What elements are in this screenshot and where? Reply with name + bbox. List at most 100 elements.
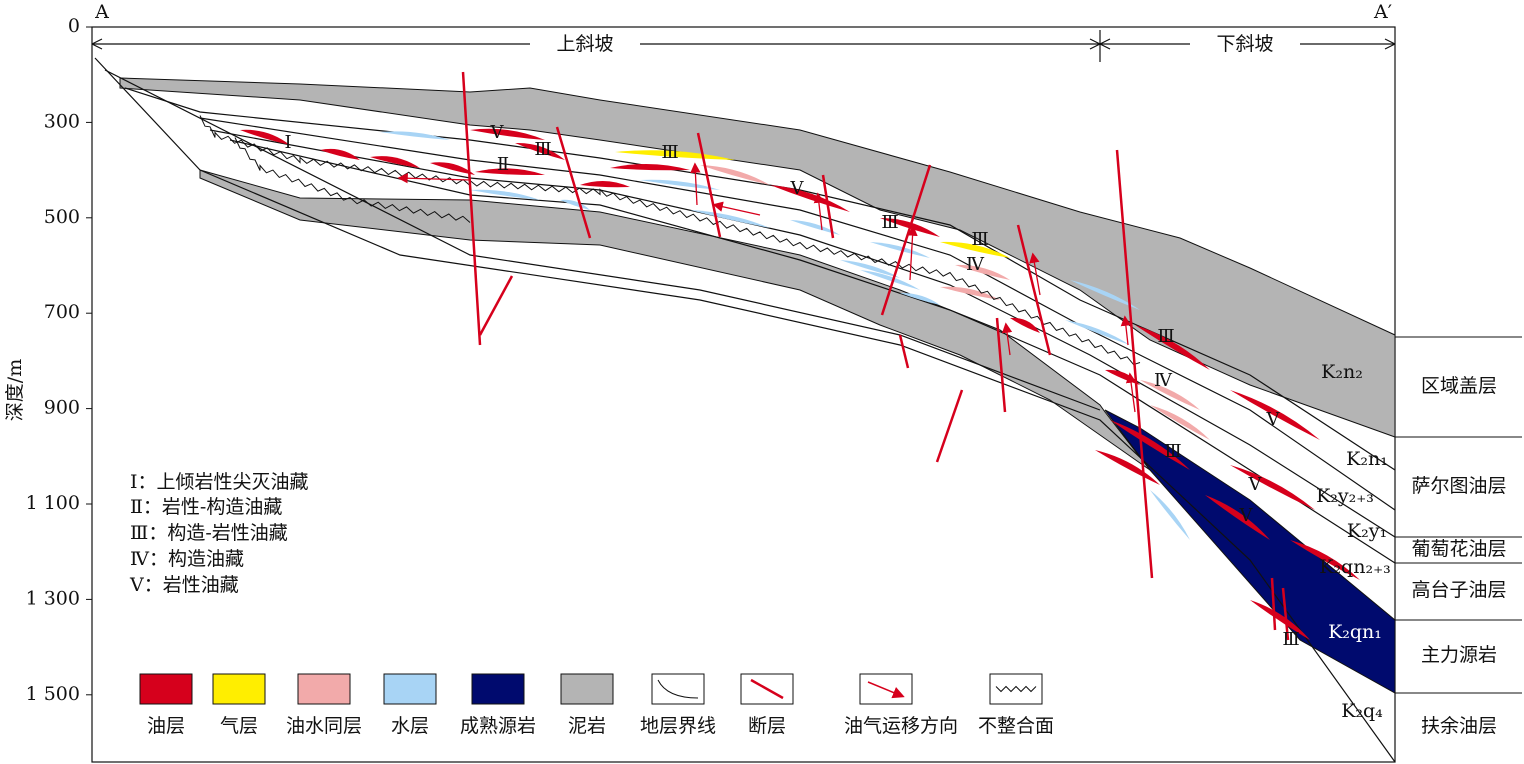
lens bbox=[1250, 600, 1310, 640]
lens bbox=[320, 148, 360, 160]
lens bbox=[955, 264, 1010, 280]
lens bbox=[1065, 320, 1130, 345]
reservoir-label: Ⅳ bbox=[966, 254, 985, 275]
legend-label: 断层 bbox=[748, 715, 786, 737]
tick-label: 1 100 bbox=[26, 492, 80, 514]
reservoir-label: Ⅲ bbox=[971, 229, 988, 250]
legend-label: 油气运移方向 bbox=[844, 715, 958, 737]
legend-label: 水层 bbox=[391, 715, 429, 737]
lens bbox=[690, 210, 770, 228]
formation-label: K₂y₁ bbox=[1347, 520, 1387, 542]
lens bbox=[640, 179, 720, 190]
migration-arrows bbox=[397, 162, 1137, 413]
zone-label: 萨尔图油层 bbox=[1411, 475, 1506, 497]
reservoir-label: Ⅱ bbox=[497, 154, 509, 175]
key-item: Ⅴ：岩性油藏 bbox=[129, 574, 239, 596]
unconformity bbox=[199, 115, 1141, 366]
lens bbox=[380, 131, 450, 140]
legend-label: 地层界线 bbox=[640, 715, 716, 737]
reservoir-label: Ⅴ bbox=[790, 178, 805, 199]
lens bbox=[870, 242, 930, 258]
formation-label: K₂n₁ bbox=[1346, 448, 1388, 470]
lens bbox=[560, 199, 590, 210]
zone-labels: 区域盖层 萨尔图油层 葡萄花油层 高台子油层 主力源岩 扶余油层 bbox=[1411, 375, 1506, 737]
formation-label: K₂q₄ bbox=[1341, 700, 1383, 722]
legend-swatch bbox=[139, 673, 193, 705]
lens bbox=[610, 163, 690, 171]
legend-symbol bbox=[657, 679, 699, 699]
legend-swatch bbox=[297, 673, 351, 705]
legend-swatch bbox=[471, 673, 525, 705]
reservoir-label: Ⅳ bbox=[1154, 370, 1173, 391]
tick-label: 300 bbox=[44, 110, 80, 132]
reservoir-label: Ⅲ bbox=[1282, 629, 1299, 650]
section-end: A bbox=[94, 1, 109, 23]
lens bbox=[1205, 495, 1270, 540]
reservoir-label: Ⅴ bbox=[1248, 474, 1263, 495]
tick-label: 1 500 bbox=[26, 683, 80, 705]
axis-label: 深度/m bbox=[4, 359, 26, 421]
tick-label: 1 300 bbox=[26, 587, 80, 609]
reservoir-label: Ⅲ bbox=[881, 212, 898, 233]
lens bbox=[940, 286, 1000, 300]
formation-label: K₂n₂ bbox=[1321, 361, 1363, 383]
header-gap bbox=[1190, 32, 1300, 56]
legend-swatch bbox=[212, 673, 266, 705]
lens bbox=[580, 180, 630, 188]
lens bbox=[940, 241, 1010, 258]
zone-label: 高台子油层 bbox=[1411, 579, 1506, 601]
zone-label: 扶余油层 bbox=[1421, 715, 1497, 737]
lens bbox=[1230, 390, 1320, 440]
legend-label: 油层 bbox=[147, 715, 185, 737]
reservoir-label: Ⅲ bbox=[1157, 326, 1174, 347]
lens bbox=[475, 168, 545, 176]
lens bbox=[1110, 420, 1190, 470]
legend-label: 泥岩 bbox=[568, 715, 606, 737]
legend-symbol bbox=[750, 678, 784, 700]
lens bbox=[700, 165, 770, 185]
tick-label: 700 bbox=[44, 301, 80, 323]
zone-label: 区域盖层 bbox=[1421, 375, 1497, 397]
tick-label: 500 bbox=[44, 206, 80, 228]
tick-label: 0 bbox=[68, 15, 80, 37]
key-item: Ⅳ：构造油藏 bbox=[130, 548, 244, 570]
lens bbox=[1010, 317, 1040, 333]
lens bbox=[1070, 280, 1140, 310]
legend-swatch bbox=[651, 673, 705, 705]
reservoir-lenses bbox=[240, 128, 1360, 640]
lens bbox=[900, 292, 940, 305]
lens bbox=[1230, 465, 1315, 510]
formation-labels: K₂n₂ K₂n₁ K₂y₂₊₃ K₂y₁ K₂qn₂₊₃ K₂qn₁ K₂q₄ bbox=[1316, 361, 1391, 722]
zone-label: 葡萄花油层 bbox=[1411, 538, 1506, 560]
lens bbox=[1135, 325, 1210, 370]
zone-column bbox=[1395, 336, 1522, 694]
wavy-line bbox=[199, 115, 1141, 366]
reservoir-label: Ⅲ bbox=[661, 142, 678, 163]
lens bbox=[515, 142, 565, 160]
lens bbox=[790, 220, 840, 235]
key: Ⅰ：上倾岩性尖灭油藏 Ⅱ：岩性-构造油藏 Ⅲ：构造-岩性油藏 Ⅳ：构造油藏 Ⅴ：… bbox=[129, 471, 309, 596]
tick-label: 900 bbox=[44, 397, 80, 419]
lens bbox=[240, 129, 290, 145]
reservoir-label: Ⅴ bbox=[490, 122, 505, 143]
reservoir-label: Ⅴ bbox=[1266, 409, 1281, 430]
lens bbox=[1150, 490, 1190, 540]
lens bbox=[470, 189, 540, 200]
section-end: A′ bbox=[1373, 1, 1392, 23]
legend-swatch bbox=[383, 673, 437, 705]
legend-label: 不整合面 bbox=[978, 715, 1054, 737]
geology bbox=[94, 57, 1396, 763]
formation-label: K₂qn₂₊₃ bbox=[1319, 556, 1390, 578]
legend-label: 气层 bbox=[220, 715, 258, 737]
lens bbox=[1290, 540, 1360, 580]
slope-label: 上斜坡 bbox=[556, 33, 613, 55]
lens bbox=[840, 260, 900, 278]
lens bbox=[770, 185, 850, 212]
lens bbox=[860, 270, 920, 290]
lens bbox=[430, 162, 475, 175]
key-item: Ⅰ：上倾岩性尖灭油藏 bbox=[130, 471, 309, 493]
lens bbox=[1140, 380, 1200, 410]
lens bbox=[1150, 405, 1210, 440]
reservoir-label: Ⅲ bbox=[1164, 441, 1181, 462]
